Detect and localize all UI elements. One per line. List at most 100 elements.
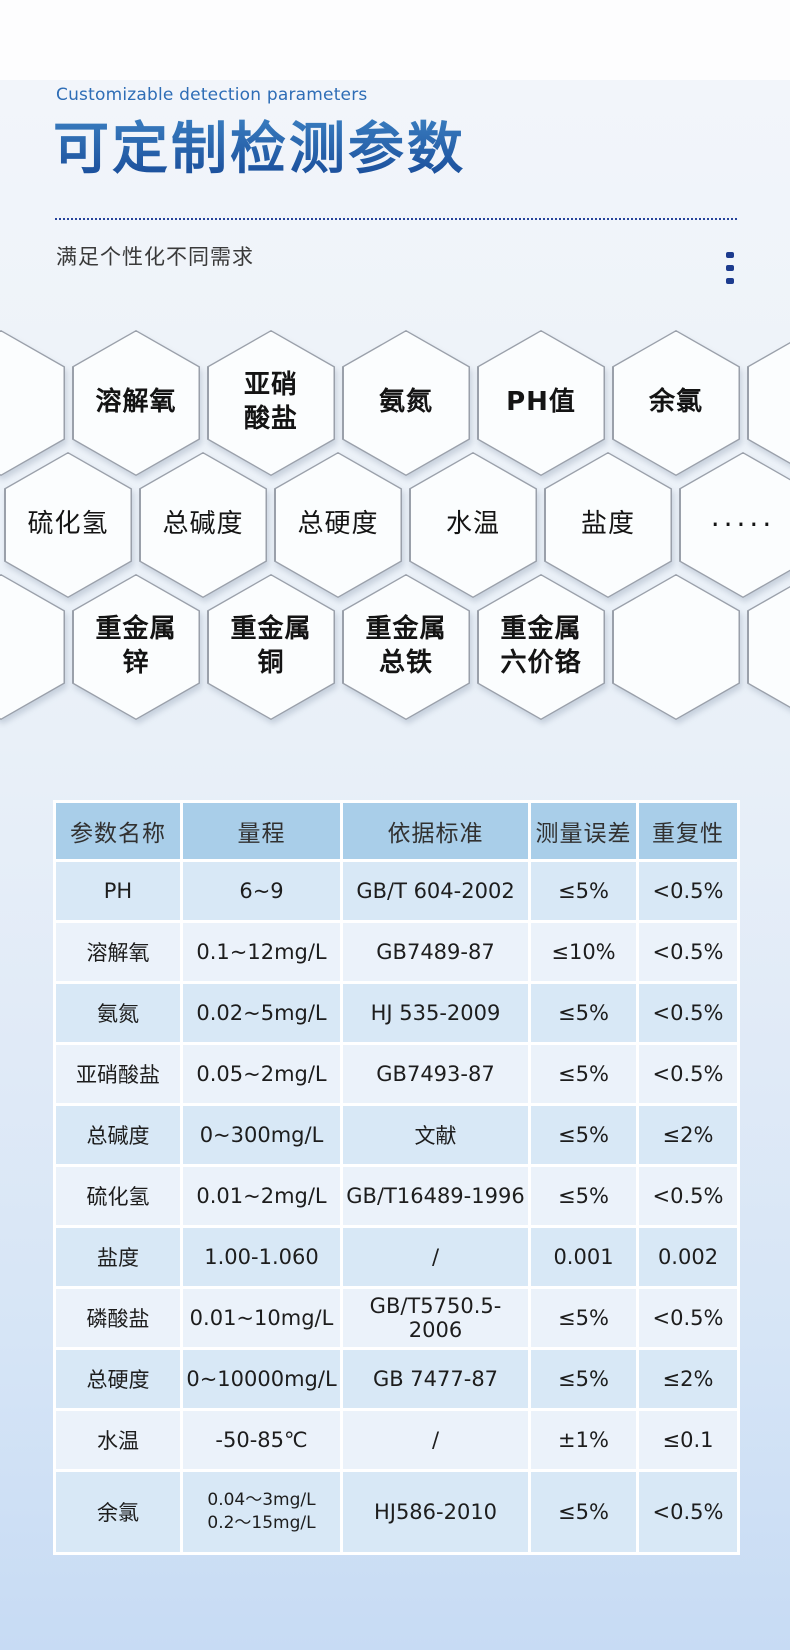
- hex-badge: [612, 574, 740, 720]
- ellipsis-dot: [726, 278, 734, 284]
- table-cell: 余氯: [53, 1469, 183, 1555]
- hex-badge: 氨氮: [342, 330, 470, 476]
- table-cell: 0.002: [636, 1225, 740, 1289]
- hex-badge: ·····: [679, 452, 790, 598]
- hex-badge-label: PH值: [506, 387, 576, 418]
- table-row: 溶解氧 0.1~12mg/L GB7489-87 ≤10% <0.5%: [53, 920, 740, 984]
- hex-badge-label: 重金属 总铁: [365, 614, 447, 678]
- hex-badge-fill: [613, 575, 739, 719]
- hex-badge-label: 余氯: [648, 387, 703, 418]
- hex-badge: 重金属 总铁: [342, 574, 470, 720]
- table-cell: -50-85℃: [180, 1408, 343, 1472]
- hex-badge: 重金属 锌: [72, 574, 200, 720]
- hex-badge-fill: [748, 575, 790, 719]
- table-cell: 总碱度: [53, 1103, 183, 1167]
- hex-badge: 溶解氧: [72, 330, 200, 476]
- hex-badge: [0, 574, 65, 720]
- table-body: PH 6~9 GB/T 604-2002 ≤5% <0.5% 溶解氧 0.1~12mg/L G…: [53, 859, 740, 1555]
- table-cell: 0~10000mg/L: [180, 1347, 343, 1411]
- hex-badge-fill: 溶解氧: [73, 331, 199, 475]
- table-cell: 文献: [340, 1103, 531, 1167]
- table-cell: <0.5%: [636, 920, 740, 984]
- table-cell: /: [340, 1408, 531, 1472]
- hex-badge: 总碱度: [139, 452, 267, 598]
- table-cell: ≤5%: [528, 1286, 639, 1350]
- table-cell: ≤5%: [528, 1042, 639, 1106]
- table-row: 余氯 0.04～3mg/L 0.2～15mg/L HJ586-2010 ≤5% <0.5…: [53, 1469, 740, 1555]
- column-header: 重复性: [636, 800, 740, 862]
- table-cell: 1.00-1.060: [180, 1225, 343, 1289]
- hex-badge-label: 总硬度: [297, 509, 379, 540]
- hex-badge-fill: 氨氮: [343, 331, 469, 475]
- hex-badge: 水温: [409, 452, 537, 598]
- table-row: 磷酸盐 0.01~10mg/L GB/T5750.5-2006 ≤5% <0.5%: [53, 1286, 740, 1350]
- hex-badge: PH值: [477, 330, 605, 476]
- table-cell: <0.5%: [636, 1286, 740, 1350]
- table-cell: 0.001: [528, 1225, 639, 1289]
- table-cell: 亚硝酸盐: [53, 1042, 183, 1106]
- table-cell: <0.5%: [636, 981, 740, 1045]
- eyebrow-text: Customizable detection parameters: [56, 85, 368, 105]
- subtitle-text: 满足个性化不同需求: [56, 245, 254, 269]
- hex-badge: 硫化氢: [4, 452, 132, 598]
- hex-badge: 总硬度: [274, 452, 402, 598]
- table-cell: ≤0.1: [636, 1408, 740, 1472]
- hex-badge: 重金属 铜: [207, 574, 335, 720]
- table-cell: 0.02~5mg/L: [180, 981, 343, 1045]
- table-cell: <0.5%: [636, 1469, 740, 1555]
- table-cell: GB 7477-87: [340, 1347, 531, 1411]
- hex-badge-label: 硫化氢: [27, 509, 109, 540]
- table-cell: ≤5%: [528, 981, 639, 1045]
- dotted-divider: [55, 218, 737, 220]
- parameters-table: 参数名称 量程 依据标准 测量误差 重复性 PH 6~9 GB/T 604-2002 ≤5% <…: [53, 800, 740, 1555]
- table-cell: ≤5%: [528, 1469, 639, 1555]
- hex-badge-fill: 重金属 锌: [73, 575, 199, 719]
- table-cell: ±1%: [528, 1408, 639, 1472]
- table-cell: 溶解氧: [53, 920, 183, 984]
- hex-badge-label: 溶解氧: [95, 387, 177, 418]
- table-row: 硫化氢 0.01~2mg/L GB/T16489-1996 ≤5% <0.5%: [53, 1164, 740, 1228]
- hex-badge-label: 盐度: [580, 509, 635, 540]
- table-cell: 0.05~2mg/L: [180, 1042, 343, 1106]
- table-cell: <0.5%: [636, 1164, 740, 1228]
- table-cell: 氨氮: [53, 981, 183, 1045]
- hex-badge-fill: 重金属 总铁: [343, 575, 469, 719]
- hex-badge: [0, 330, 65, 476]
- hex-badge-fill: 重金属 六价铬: [478, 575, 604, 719]
- table-cell: GB7493-87: [340, 1042, 531, 1106]
- table-cell: ≤2%: [636, 1103, 740, 1167]
- table-cell: 硫化氢: [53, 1164, 183, 1228]
- column-header: 参数名称: [53, 800, 183, 862]
- table-cell: GB/T 604-2002: [340, 859, 531, 923]
- table-row: 盐度 1.00-1.060/0.001 0.002: [53, 1225, 740, 1289]
- table-cell: GB/T16489-1996: [340, 1164, 531, 1228]
- table-cell: <0.5%: [636, 1042, 740, 1106]
- table-row: 总硬度 0~10000mg/L GB 7477-87 ≤5% ≤2%: [53, 1347, 740, 1411]
- table-cell: 0.04～3mg/L 0.2～15mg/L: [180, 1469, 343, 1555]
- hex-badge: 亚硝 酸盐: [207, 330, 335, 476]
- hex-badge-label: ·····: [710, 507, 776, 541]
- hex-badge: [747, 574, 790, 720]
- table-cell: PH: [53, 859, 183, 923]
- hex-badge-fill: [0, 575, 64, 719]
- hex-badge-label: 重金属 铜: [230, 614, 312, 678]
- table-row: 总碱度 0~300mg/L 文献 ≤5% ≤2%: [53, 1103, 740, 1167]
- table-header: 参数名称 量程 依据标准 测量误差 重复性: [53, 800, 740, 862]
- table-cell: 总硬度: [53, 1347, 183, 1411]
- hex-badge-fill: 重金属 铜: [208, 575, 334, 719]
- table-cell: ≤5%: [528, 1103, 639, 1167]
- table-cell: ≤5%: [528, 859, 639, 923]
- table-cell: 0.1~12mg/L: [180, 920, 343, 984]
- table-cell: 磷酸盐: [53, 1286, 183, 1350]
- hex-badge-label: 重金属 六价铬: [500, 614, 582, 678]
- column-header: 测量误差: [528, 800, 639, 862]
- hex-badge-label: 总碱度: [162, 509, 244, 540]
- table-row: 水温 -50-85℃ / ±1% ≤0.1: [53, 1408, 740, 1472]
- table-row: PH 6~9 GB/T 604-2002 ≤5% <0.5%: [53, 859, 740, 923]
- column-header: 依据标准: [340, 800, 531, 862]
- vertical-ellipsis-icon: [726, 252, 734, 284]
- hex-badge-label: 氨氮: [378, 387, 433, 418]
- table-cell: 0.01~10mg/L: [180, 1286, 343, 1350]
- table-cell: ≤2%: [636, 1347, 740, 1411]
- table-cell: ≤10%: [528, 920, 639, 984]
